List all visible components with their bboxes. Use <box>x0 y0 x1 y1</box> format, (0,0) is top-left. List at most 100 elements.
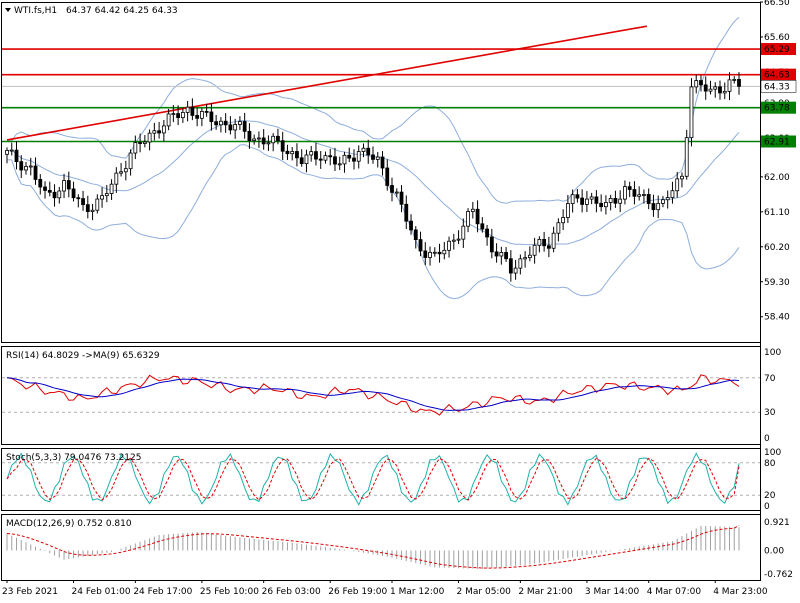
time-tick-label: 24 Feb 01:00 <box>72 587 131 597</box>
level-label-bg-1 <box>761 68 796 81</box>
candle-bull <box>95 198 100 211</box>
candle-bull <box>661 199 665 204</box>
candle-bull <box>428 251 432 258</box>
candle-bull <box>722 90 727 94</box>
time-tick-label: 26 Feb 19:00 <box>328 587 387 597</box>
candle-bear <box>737 79 741 87</box>
candle-bear <box>66 180 71 190</box>
candle-bull <box>271 135 276 144</box>
macd-tick-label: -0.762 <box>764 570 793 580</box>
candle-bear <box>575 194 580 199</box>
candle-bear <box>613 198 618 204</box>
candle-bull <box>152 130 157 134</box>
stoch-label: Stoch(5,3,3) 79.0476 73.2125 <box>6 453 141 463</box>
candle-bull <box>642 194 646 196</box>
candle-bull <box>565 203 570 218</box>
candle-bear <box>646 194 651 204</box>
candle-bull <box>109 183 114 194</box>
level-label-bg-0 <box>761 43 796 56</box>
candle-bull <box>442 249 447 255</box>
candle-bull <box>180 112 185 119</box>
candle-bull <box>689 86 694 139</box>
candle-bull <box>675 178 680 192</box>
level-label-bg-2 <box>761 101 796 114</box>
rsi-tick-label: 0 <box>764 434 770 444</box>
candle-bear <box>190 106 195 116</box>
candle-bear <box>333 156 337 165</box>
candle-bull <box>304 154 309 165</box>
panel-stoch-frame <box>1 448 761 511</box>
candle-bear <box>81 198 85 206</box>
candle-bull <box>123 168 128 173</box>
stoch-tick-label: 80 <box>764 459 776 469</box>
bollinger-lower-band <box>6 144 740 300</box>
candle-bull <box>361 147 366 152</box>
candle-bear <box>223 120 228 126</box>
candle-bull <box>499 252 504 257</box>
candle-bull <box>119 171 123 174</box>
candle-bear <box>276 135 280 142</box>
ohlc-readout: 64.37 64.42 64.25 64.33 <box>66 6 178 16</box>
candle-bear <box>71 188 76 199</box>
time-tick-label: 26 Feb 03:00 <box>262 587 321 597</box>
candle-bear <box>399 191 404 205</box>
candle-bear <box>33 165 38 180</box>
candle-bear <box>19 161 24 171</box>
candle-bear <box>261 137 266 145</box>
candle-bull <box>570 194 575 204</box>
candle-bull <box>518 258 523 269</box>
candle-bear <box>299 157 304 165</box>
macd-tick-label: 0.921 <box>764 518 790 528</box>
candle-bull <box>342 154 347 165</box>
level-label-0: 65.29 <box>764 45 790 55</box>
candle-bear <box>52 191 57 199</box>
candle-bear <box>285 150 290 155</box>
candle-bull <box>57 190 62 199</box>
candle-bear <box>209 111 214 123</box>
candle-bull <box>589 196 594 200</box>
time-tick-label: 1 Mar 12:00 <box>390 587 445 597</box>
candle-bull <box>218 120 223 126</box>
candle-bull <box>432 251 437 254</box>
candle-bull <box>323 155 328 161</box>
candle-bull <box>28 165 33 168</box>
candle-bull <box>466 211 470 227</box>
time-tick-label: 4 Mar 07:00 <box>647 587 702 597</box>
candle-bull <box>9 149 14 152</box>
candle-bull <box>665 197 670 201</box>
candle-bear <box>627 186 632 190</box>
level-label-bg-3 <box>761 135 796 148</box>
candle-bull <box>470 208 475 212</box>
candle-bull <box>556 222 561 234</box>
price-tick-label: 59.30 <box>764 278 790 288</box>
rsi-tick-label: 100 <box>764 348 781 358</box>
candle-bear <box>228 124 233 131</box>
candle-bull <box>257 137 261 140</box>
stoch-signal-line <box>6 457 740 501</box>
candle-bull <box>461 225 466 240</box>
rsi-label: RSI(14) 64.8029 ->MA(9) 65.6329 <box>6 351 160 361</box>
candle-bear <box>409 220 413 231</box>
time-tick-label: 3 Mar 14:00 <box>585 587 640 597</box>
rsi-tick-label: 70 <box>764 374 776 384</box>
candle-bull <box>90 209 95 212</box>
price-tick-label: 66.50 <box>764 0 790 8</box>
candle-bear <box>594 196 599 204</box>
candle-bull <box>100 195 104 200</box>
price-tick-label: 61.10 <box>764 208 790 218</box>
candle-bull <box>252 138 257 141</box>
macd-signal-line <box>6 524 740 569</box>
candle-bear <box>485 228 489 238</box>
candle-bull <box>604 202 608 208</box>
candle-bull <box>537 238 542 246</box>
candle-bull <box>447 240 451 251</box>
candle-bear <box>413 229 418 240</box>
candle-bear <box>380 156 385 169</box>
candle-bull <box>142 141 147 144</box>
candle-bull <box>104 193 109 197</box>
candle-bull <box>694 80 699 88</box>
candle-bull <box>527 254 532 259</box>
candle-bear <box>176 113 181 119</box>
